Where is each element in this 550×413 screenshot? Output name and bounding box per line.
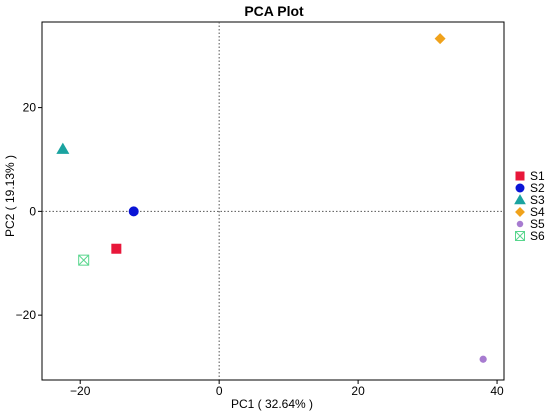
point-s5 <box>479 355 487 363</box>
legend-label-s6: S6 <box>530 229 545 243</box>
x-tick-label: −20 <box>70 384 91 398</box>
data-points <box>56 33 487 363</box>
legend-label-s3: S3 <box>530 193 545 207</box>
legend-marker-s3 <box>514 194 526 205</box>
legend-label-s5: S5 <box>530 217 545 231</box>
point-s4 <box>434 33 446 45</box>
legend-marker-s1 <box>515 171 525 181</box>
y-axis-label: PC2 ( 19.13% ) <box>3 155 17 237</box>
y-tick-label: 20 <box>23 101 37 115</box>
legend-label-s1: S1 <box>530 169 545 183</box>
x-tick-label: 0 <box>216 384 223 398</box>
y-tick-label: −20 <box>16 308 37 322</box>
axes: −20 0 20 40 −20 0 20 <box>16 21 505 398</box>
point-s6 <box>78 254 90 266</box>
legend-label-s4: S4 <box>530 205 545 219</box>
chart-title: PCA Plot <box>244 3 304 19</box>
legend-marker-s2 <box>515 183 525 193</box>
plot-frame <box>41 21 505 381</box>
legend-marker-s4 <box>515 207 525 217</box>
legend-label-s2: S2 <box>530 181 545 195</box>
x-tick-label: 20 <box>351 384 365 398</box>
x-tick-label: 40 <box>490 384 504 398</box>
legend-marker-s5 <box>516 220 524 228</box>
point-s1 <box>111 243 122 254</box>
point-s2 <box>128 206 139 217</box>
y-tick-label: 0 <box>29 204 36 218</box>
x-axis-label: PC1 ( 32.64% ) <box>231 397 313 411</box>
point-s3 <box>56 142 70 154</box>
legend-marker-s6 <box>515 231 525 241</box>
